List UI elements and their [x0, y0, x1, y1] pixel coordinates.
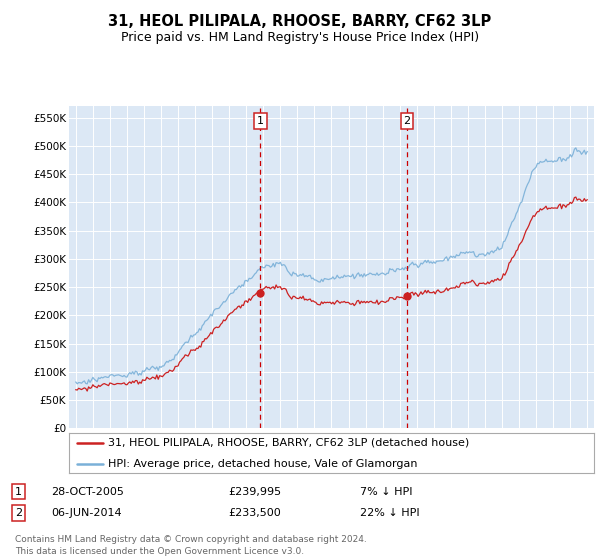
Text: Price paid vs. HM Land Registry's House Price Index (HPI): Price paid vs. HM Land Registry's House …	[121, 31, 479, 44]
Text: 06-JUN-2014: 06-JUN-2014	[51, 508, 122, 518]
Text: 31, HEOL PILIPALA, RHOOSE, BARRY, CF62 3LP (detached house): 31, HEOL PILIPALA, RHOOSE, BARRY, CF62 3…	[109, 438, 470, 448]
Text: 1: 1	[257, 116, 264, 126]
Text: HPI: Average price, detached house, Vale of Glamorgan: HPI: Average price, detached house, Vale…	[109, 459, 418, 469]
Text: £233,500: £233,500	[228, 508, 281, 518]
Text: 31, HEOL PILIPALA, RHOOSE, BARRY, CF62 3LP: 31, HEOL PILIPALA, RHOOSE, BARRY, CF62 3…	[109, 14, 491, 29]
Text: 22% ↓ HPI: 22% ↓ HPI	[360, 508, 419, 518]
Text: 1: 1	[15, 487, 22, 497]
Text: Contains HM Land Registry data © Crown copyright and database right 2024.
This d: Contains HM Land Registry data © Crown c…	[15, 535, 367, 556]
Text: 7% ↓ HPI: 7% ↓ HPI	[360, 487, 413, 497]
Text: 2: 2	[403, 116, 410, 126]
Text: £239,995: £239,995	[228, 487, 281, 497]
Text: 28-OCT-2005: 28-OCT-2005	[51, 487, 124, 497]
Text: 2: 2	[15, 508, 22, 518]
